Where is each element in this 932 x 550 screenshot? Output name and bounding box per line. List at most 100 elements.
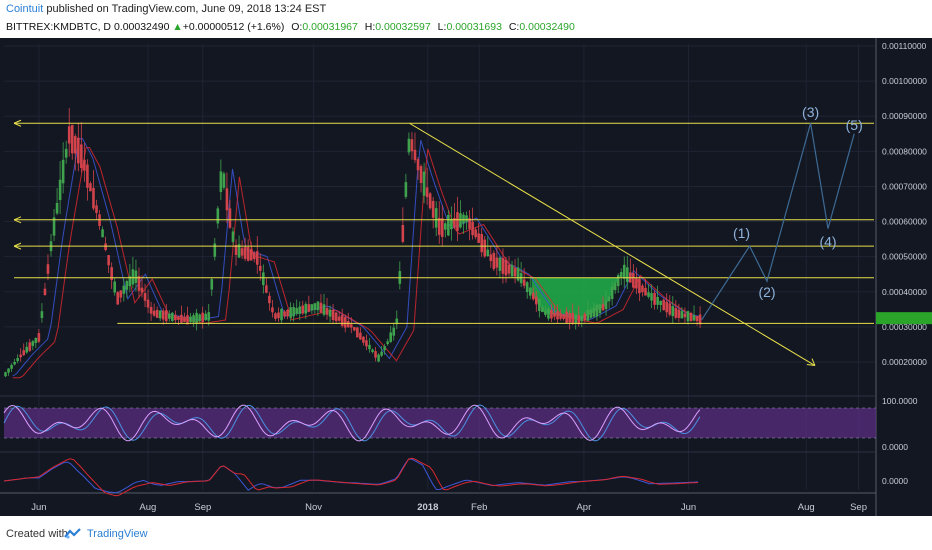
candle-body (598, 304, 602, 314)
candle-body (689, 312, 693, 322)
open-label: O: (291, 21, 303, 33)
x-tick-label: Jun (681, 502, 696, 513)
last-price-marker (876, 312, 932, 325)
x-tick-label: Jun (31, 502, 46, 513)
candle-body (10, 364, 13, 369)
candle-body (692, 315, 696, 321)
candle-body (83, 159, 86, 171)
candle-body (541, 306, 544, 313)
candle-body (58, 179, 62, 201)
candle-body (271, 307, 274, 313)
candle-body (489, 254, 493, 262)
candle-body (483, 239, 487, 257)
candle-body (365, 340, 368, 347)
stoch-k-line (3, 404, 701, 442)
y-tick-label: 0.00090000 (882, 111, 927, 121)
candle-body (486, 249, 490, 257)
change-value: +0.00000512 (+1.6%) (182, 21, 285, 33)
candle-body (228, 208, 232, 228)
candle-body (380, 351, 383, 356)
candle-body (301, 305, 305, 314)
candle-body (204, 313, 207, 321)
candle-body (671, 306, 675, 317)
candle-body (431, 200, 435, 218)
candle-body (647, 292, 650, 297)
close-value: 0.00032490 (519, 21, 575, 33)
candle-body (425, 187, 429, 198)
low-value: 0.00031693 (446, 21, 502, 33)
candle-body (237, 244, 241, 258)
candle-body (122, 285, 126, 294)
candle-body (346, 321, 350, 328)
ema-blue-line (12, 138, 701, 377)
candle-body (583, 313, 587, 321)
candle-body (562, 314, 565, 319)
candle-body (155, 309, 159, 318)
tradingview-brand-link[interactable]: TradingView (87, 528, 148, 540)
candle-body (656, 296, 659, 305)
candle-body (362, 336, 365, 343)
candle-body (459, 213, 462, 228)
candle-body (453, 218, 456, 228)
candle-body (216, 208, 220, 224)
candle-body (340, 314, 344, 326)
candle-body (4, 372, 7, 377)
candle-body (592, 307, 596, 317)
candle-body (456, 212, 459, 231)
candle-body (92, 187, 95, 209)
candle-body (616, 275, 620, 287)
candle-body (28, 342, 32, 351)
macd-axis-label: 0.0000 (882, 476, 908, 486)
candle-body (447, 214, 450, 236)
candle-body (140, 287, 144, 293)
candle-body (325, 307, 329, 315)
chart-footer: Created with TradingView (0, 516, 932, 550)
candle-body (377, 354, 380, 362)
stoch-band (4, 408, 876, 438)
candle-body (55, 202, 59, 214)
candle-body (604, 300, 608, 310)
candle-body (625, 267, 629, 282)
change-arrow-icon: ▲ (172, 21, 183, 33)
x-tick-label: Aug (139, 502, 156, 513)
candle-body (589, 309, 593, 318)
candle-body (410, 139, 414, 152)
candle-body (389, 332, 393, 342)
macd-line (3, 458, 699, 494)
tradingview-logo-icon[interactable] (64, 528, 82, 540)
candle-body (201, 312, 204, 322)
author-link[interactable]: Cointuit (6, 3, 44, 15)
candle-body (428, 193, 432, 209)
x-tick-label: Apr (576, 502, 591, 513)
candle-body (262, 272, 265, 286)
candle-body (213, 243, 217, 257)
candle-body (659, 300, 662, 306)
open-value: 0.00031967 (302, 21, 358, 33)
candle-body (383, 346, 386, 351)
level-arrow-icon (13, 119, 22, 127)
candle-body (359, 332, 362, 340)
close-label: C: (508, 21, 520, 33)
candle-body (632, 273, 635, 288)
candle-body (277, 312, 280, 319)
candle-body (698, 314, 702, 325)
chart-area[interactable]: 0.00110000 0.00100000 0.00090000 0.00080000… (0, 38, 932, 516)
candle-body (444, 223, 447, 230)
candle-body (407, 138, 411, 153)
candle-body (680, 310, 684, 319)
x-tick-label: 2018 (417, 502, 438, 513)
candle-body (568, 313, 571, 323)
candle-body (559, 313, 562, 319)
candle-body (116, 292, 120, 305)
candle-body (192, 315, 195, 323)
price-chart[interactable]: 0.00110000 0.00100000 0.00090000 0.00080000… (0, 38, 932, 516)
candle-body (252, 252, 256, 260)
candle-body (613, 283, 617, 291)
last-price: 0.00032490 (113, 21, 170, 33)
candle-body (180, 314, 183, 323)
candle-body (128, 276, 132, 287)
candle-body (662, 299, 665, 311)
candle-body (125, 281, 129, 290)
candle-body (544, 311, 547, 315)
candle-body (601, 304, 605, 311)
